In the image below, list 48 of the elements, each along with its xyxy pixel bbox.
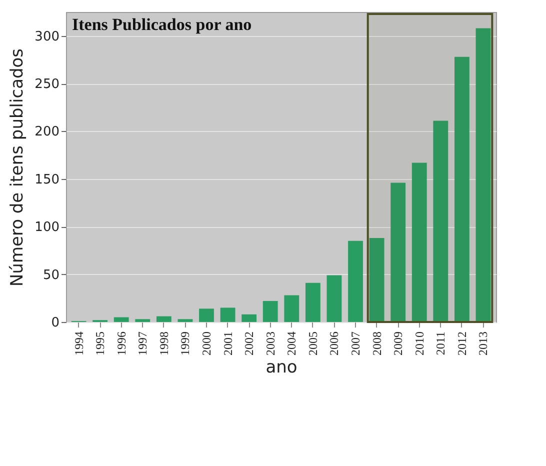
bar (305, 282, 320, 322)
bar (412, 162, 427, 322)
y-tick-label: 0 (51, 316, 60, 330)
x-tick-label: 2002 (242, 332, 256, 356)
x-tick-label: 2001 (220, 332, 235, 356)
x-tick-label: 2004 (284, 332, 299, 356)
x-tick-label: 2000 (199, 332, 214, 356)
x-tick-label: 2009 (391, 332, 406, 356)
x-tick-label: 1999 (178, 332, 192, 356)
bar (433, 120, 448, 322)
bar (284, 295, 300, 322)
bar (156, 316, 172, 322)
y-tick-label: 50 (42, 268, 60, 283)
x-tick-label: 1997 (136, 332, 150, 356)
x-tick-label: 1996 (114, 332, 128, 356)
x-tick-label: 2008 (370, 332, 384, 356)
x-tick-label: 2010 (412, 332, 426, 356)
bar (262, 301, 278, 322)
bar (242, 314, 257, 322)
bar (476, 28, 491, 322)
bar (454, 56, 470, 322)
y-axis-title: Número de itens publicados (8, 48, 28, 287)
x-tick-label: 2003 (263, 332, 278, 356)
bar (390, 182, 406, 322)
y-tick-label: 150 (34, 172, 60, 188)
y-tick-label: 250 (34, 77, 60, 92)
bar (135, 319, 150, 322)
x-tick-label: 2011 (434, 332, 448, 356)
y-tick-label: 100 (34, 220, 60, 236)
x-tick-label: 1998 (156, 332, 171, 356)
bar (114, 317, 129, 322)
x-tick-label: 2012 (454, 332, 469, 356)
bar (199, 308, 214, 322)
bar (348, 240, 363, 322)
x-tick-label: 2013 (476, 332, 490, 356)
y-tick-label: 200 (34, 124, 60, 140)
x-axis-title: ano (266, 358, 298, 378)
x-tick-label: 2006 (327, 332, 342, 356)
chart-title: Itens Publicados por ano (72, 15, 252, 34)
x-tick-label: 1995 (93, 332, 108, 356)
y-tick-label: 300 (34, 29, 60, 44)
bar (220, 308, 236, 322)
bar (369, 238, 384, 322)
bar (178, 319, 193, 322)
x-tick-label: 2007 (348, 332, 363, 356)
x-tick-label: 1994 (72, 332, 86, 356)
bar (326, 275, 342, 322)
x-tick-label: 2005 (306, 332, 320, 356)
